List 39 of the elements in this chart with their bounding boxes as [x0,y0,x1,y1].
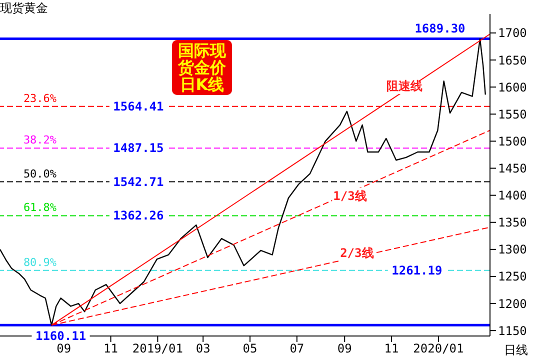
annotation: 23.6% [23,92,57,105]
y-tick-label: 1700 [498,26,527,40]
x-tick-label: 09 [56,342,72,356]
x-tick-label: 2020/01 [413,342,464,356]
annotation: 阻速线 [386,78,423,93]
y-tick-label: 1300 [498,242,527,257]
annotation: 1362.26 [113,208,164,223]
x-tick-label: 03 [196,342,210,356]
annotation: 38.2% [23,134,57,147]
y-tick-label: 1550 [498,107,527,122]
annotation: 1261.19 [392,263,442,278]
x-tick-label: 2019/01 [132,342,183,356]
y-tick-label: 1200 [498,296,527,311]
annotation: 1/3线 [333,188,367,203]
x-tick-label: 07 [290,342,304,356]
caption-box: 国际现货金价日K线 [172,40,232,95]
annotation: 1542.71 [113,174,164,189]
y-tick-label: 1250 [498,270,527,284]
x-tick-label: 11 [384,342,399,356]
y-tick-label: 1150 [498,324,527,338]
y-tick-label: 1500 [498,134,527,148]
x-tick-label: 11 [104,342,118,356]
y-tick-label: 1650 [498,53,527,68]
annotation: 1564.41 [113,99,164,114]
x-tick-label: 09 [337,342,352,356]
annotation: 1487.15 [113,141,164,156]
annotation: 80.9% [23,256,57,269]
y-tick-label: 1450 [498,161,527,176]
text: 日线 [504,342,528,359]
annotation: 2/3线 [340,246,374,260]
x-tick-label: 05 [242,342,258,356]
y-tick-label: 1600 [498,80,527,94]
annotation: 61.8% [23,201,57,214]
y-tick-label: 1350 [498,216,527,230]
chart-title: 现货黄金 [0,0,48,17]
annotation: 50.0% [23,167,57,180]
y-tick-label: 1400 [498,188,527,203]
annotation: 1160.11 [35,329,86,344]
annotation: 1689.30 [414,22,466,36]
